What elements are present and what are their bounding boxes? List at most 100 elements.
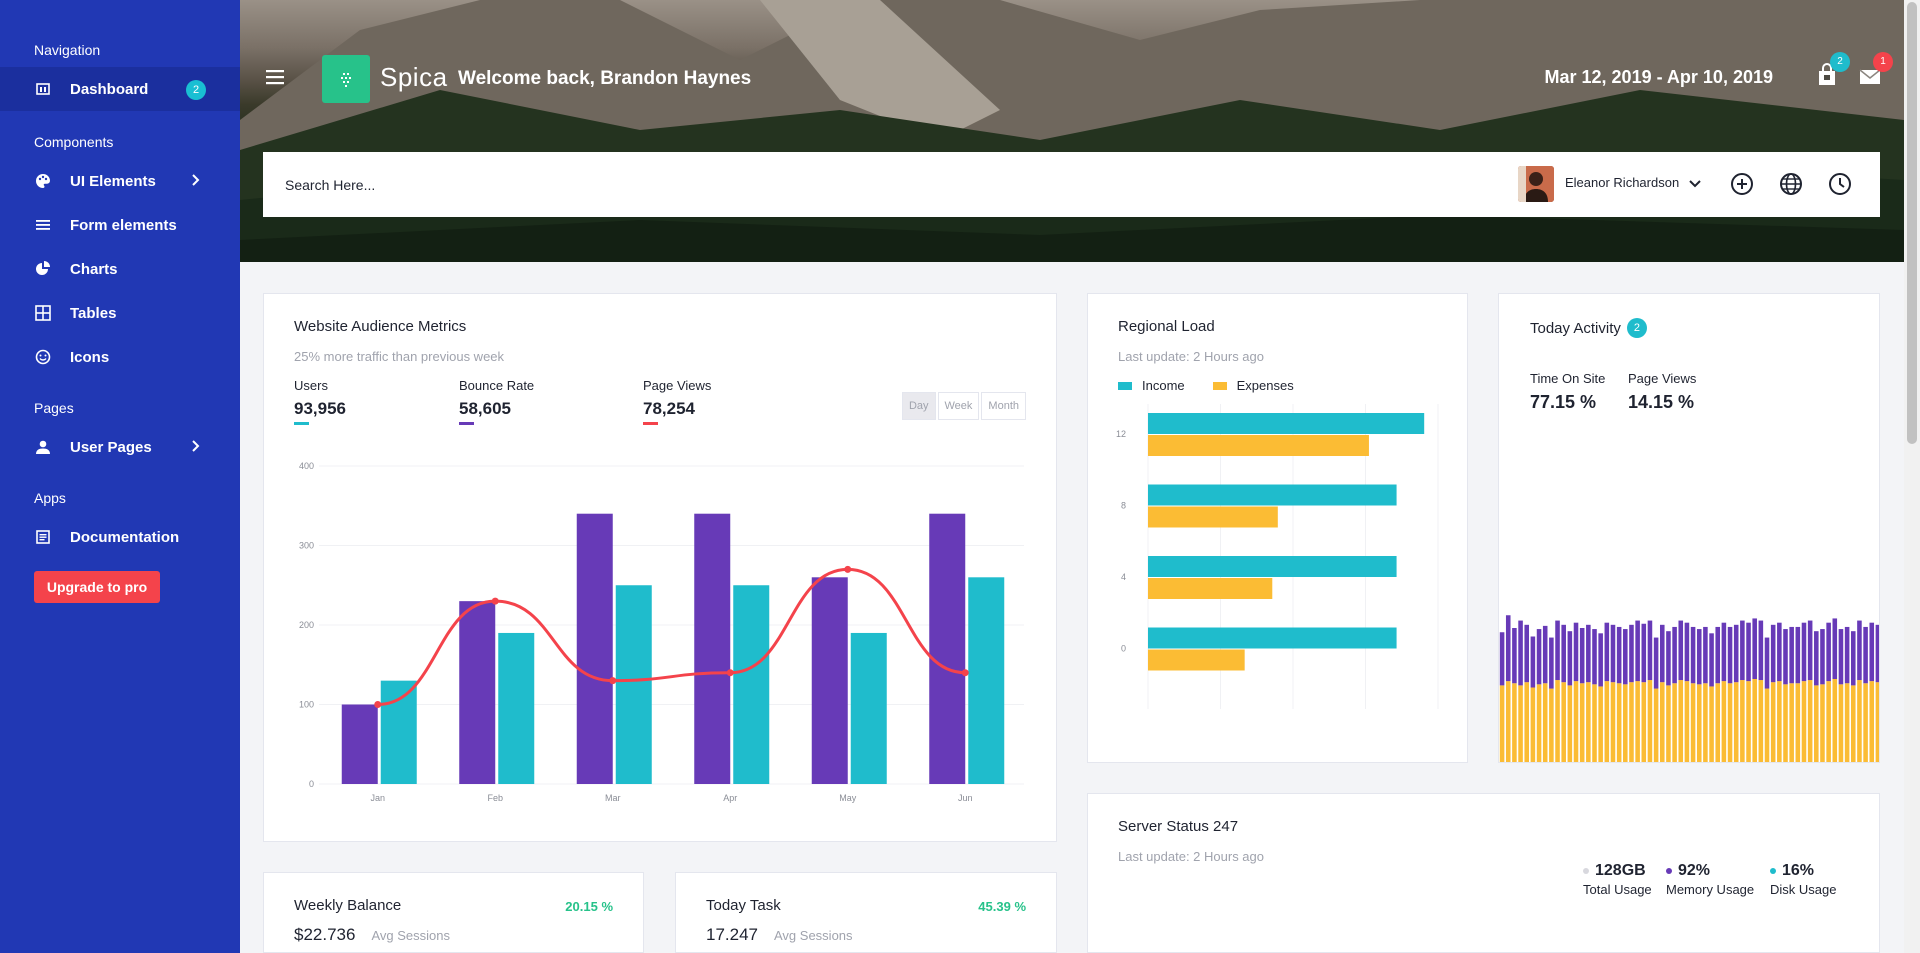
mail-icon[interactable]: 1 [1857,52,1893,88]
bar-segment-bottom [1838,684,1844,762]
bar-series-1 [576,513,613,784]
bar-segment-bottom [1770,682,1776,762]
add-circle-icon[interactable] [1729,171,1755,197]
bar-income [1148,556,1397,577]
clock-icon[interactable] [1827,171,1853,197]
bar-segment-top [1795,626,1801,684]
bar-segment-bottom [1869,681,1875,762]
sidebar-item-icons[interactable]: Icons [0,335,240,379]
sidebar-group-navigation: Navigation [34,42,101,58]
bar-series-1 [694,513,731,784]
bar-segment-top [1783,629,1788,685]
top-toolbar: Eleanor Richardson [263,152,1880,217]
bar-segment-top [1659,624,1665,683]
bar-segment-top [1826,622,1831,682]
brand-name[interactable]: Spica [380,62,448,92]
bar-segment-top [1703,626,1708,684]
bar-segment-bottom [1659,682,1665,762]
metric-value: 93,956 [294,399,346,418]
bar-segment-bottom [1573,681,1579,762]
sidebar-group-apps: Apps [34,490,66,506]
sidebar-item-dashboard[interactable]: Dashboard 2 [0,67,240,111]
y-tick-label: 100 [299,700,314,710]
bar-segment-top [1814,631,1819,686]
status-dot [1583,868,1589,874]
bar-segment-bottom [1721,681,1727,762]
legend-income: Income [1118,378,1185,393]
line-point [844,565,852,573]
bar-segment-bottom [1579,683,1585,762]
bar-segment-bottom [1542,683,1548,762]
bar-series-2 [615,585,652,784]
x-tick-label: Jun [958,793,973,803]
shopping-bag-icon[interactable]: 2 [1814,52,1850,88]
sidebar-item-documentation[interactable]: Documentation [0,515,240,559]
dashboard-icon [34,80,52,98]
page-scrollbar[interactable] [1904,0,1920,953]
x-tick-label: Mar [605,793,621,803]
globe-icon[interactable] [1778,171,1804,197]
bar-segment-bottom [1678,680,1684,762]
bar-segment-top [1518,620,1523,686]
bar-segment-bottom [1709,686,1714,762]
header-banner: Spica Welcome back, Brandon Haynes Mar 1… [240,0,1904,262]
bar-segment-bottom [1567,685,1573,762]
sidebar-item-form-elements[interactable]: Form elements [0,203,240,247]
bar-segment-top [1629,624,1634,683]
scrollbar-thumb[interactable] [1907,2,1917,444]
search-input[interactable] [285,170,785,200]
range-day-button[interactable]: Day [901,392,936,420]
avatar[interactable] [1518,166,1554,202]
bar-segment-bottom [1758,680,1764,762]
table-icon [34,304,52,322]
sidebar-item-label: UI Elements [70,172,156,190]
y-tick-label: 4 [1121,572,1126,582]
bar-segment-bottom [1518,685,1523,762]
bar-segment-bottom [1666,685,1671,762]
range-month-button[interactable]: Month [981,392,1026,420]
sidebar-item-label: Form elements [70,216,177,234]
menu-toggle-icon[interactable] [264,67,286,87]
bar-segment-bottom [1696,684,1702,762]
sidebar-item-charts[interactable]: Charts [0,247,240,291]
bar-segment-top [1770,624,1776,683]
user-name[interactable]: Eleanor Richardson [1565,175,1680,190]
bar-income [1148,484,1397,506]
metric-value: 14.15 % [1628,392,1695,412]
date-range[interactable]: Mar 12, 2019 - Apr 10, 2019 [1544,67,1773,87]
user-icon [34,438,52,456]
bar-segment-bottom [1832,679,1838,762]
sidebar-item-user-pages[interactable]: User Pages [0,425,240,469]
x-tick-label: May [839,793,857,803]
legend-expenses: Expenses [1212,378,1294,393]
balance-label: Avg Sessions [371,928,450,943]
range-week-button[interactable]: Week [937,392,980,420]
chevron-down-icon[interactable] [1688,177,1702,196]
bar-expenses [1148,649,1245,671]
bar-segment-top [1598,633,1603,687]
metric-page-views: Page Views 78,254 [643,378,711,425]
bar-segment-bottom [1586,682,1591,762]
bar-segment-bottom [1610,682,1616,762]
legend-label: Expenses [1236,378,1294,393]
bar-segment-top [1832,618,1838,679]
bar-segment-top [1690,626,1696,684]
chevron-right-icon [190,172,200,192]
line-point [609,677,617,685]
line-point [491,597,499,605]
bar-segment-bottom [1746,681,1751,762]
sidebar-item-tables[interactable]: Tables [0,291,240,335]
stat-value: 128GB [1595,862,1646,879]
bar-segment-top [1777,622,1782,682]
bar-segment-top [1561,624,1566,683]
bar-segment-top [1752,618,1757,679]
metric-indicator [294,422,309,425]
line-point [726,669,734,677]
bar-segment-bottom [1623,684,1628,762]
upgrade-button[interactable]: Upgrade to pro [34,571,160,603]
bar-segment-top [1733,624,1739,683]
brand-logo-icon[interactable] [322,55,370,103]
sidebar: Navigation Dashboard 2 Components UI Ele… [0,0,240,953]
bar-series-2 [498,632,535,784]
sidebar-item-ui-elements[interactable]: UI Elements [0,159,240,203]
